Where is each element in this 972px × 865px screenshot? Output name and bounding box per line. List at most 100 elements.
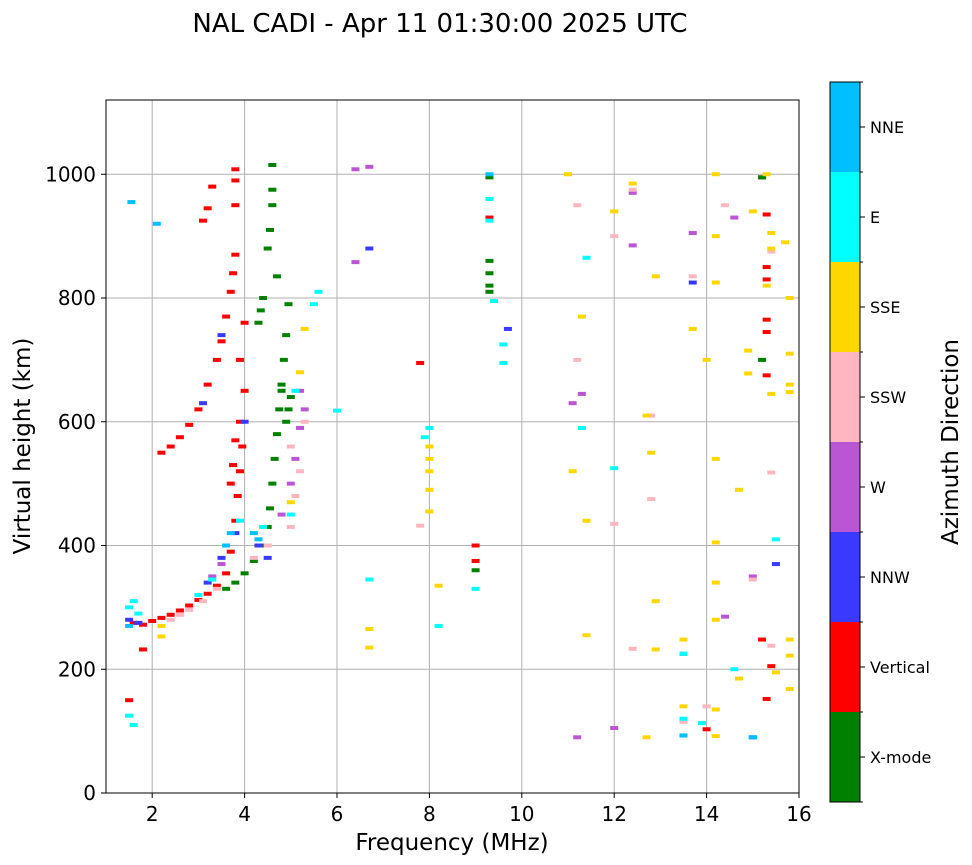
data-point-x-mode	[268, 162, 277, 167]
data-point-nne	[125, 623, 134, 628]
data-point-ssw	[166, 617, 175, 622]
data-point-nnw	[203, 580, 212, 585]
data-point-x-mode	[284, 407, 293, 412]
colorbar-tick-label: W	[870, 478, 886, 497]
data-point-vertical	[203, 206, 212, 211]
data-point-nnw	[688, 280, 697, 285]
data-point-sse	[647, 450, 656, 455]
data-point-sse	[300, 326, 309, 331]
data-point-ssw	[199, 599, 208, 604]
colorbar-frame	[829, 81, 861, 803]
data-point-ssw	[767, 470, 776, 475]
data-point-vertical	[233, 494, 242, 498]
data-point-vertical	[199, 218, 208, 223]
data-point-e	[471, 586, 480, 591]
data-point-x-mode	[222, 586, 231, 591]
colorbar-tick-label: E	[870, 208, 880, 227]
data-point-x-mode	[266, 506, 275, 511]
data-point-vertical	[758, 637, 767, 642]
data-point-e	[208, 577, 217, 582]
y-tick-label: 0	[83, 781, 96, 805]
data-point-vertical	[222, 571, 231, 576]
colorbar-swatch	[830, 442, 860, 532]
data-point-sse	[785, 653, 794, 658]
y-axis: 0 200 400 600 800 1000	[45, 162, 106, 805]
data-point-sse	[734, 487, 743, 492]
data-point-sse	[711, 172, 720, 177]
data-point-vertical	[240, 320, 249, 325]
data-point-e	[125, 605, 134, 610]
data-point-vertical	[226, 549, 235, 554]
data-point-x-mode	[758, 357, 767, 362]
data-point-sse	[157, 634, 166, 639]
data-point-ssw	[291, 494, 300, 498]
data-point-vertical	[240, 388, 249, 393]
data-point-sse	[568, 469, 577, 474]
data-point-e	[309, 302, 318, 307]
data-point-e	[129, 722, 138, 727]
data-point-e	[129, 599, 138, 604]
data-point-vertical	[238, 444, 247, 449]
data-point-ssw	[767, 249, 776, 254]
data-point-nnw	[365, 246, 374, 251]
data-point-e	[610, 466, 619, 471]
data-point-ssw	[628, 187, 637, 192]
data-point-w	[628, 190, 637, 195]
data-point-sse	[702, 357, 711, 362]
data-point-vertical	[229, 463, 238, 468]
data-point-e	[291, 388, 300, 393]
data-point-vertical	[702, 727, 711, 732]
data-point-vertical	[235, 419, 244, 424]
data-point-x-mode	[485, 289, 494, 294]
colorbar-swatch	[830, 712, 860, 802]
colorbar-tick-label: X-mode	[870, 748, 931, 767]
data-point-w	[277, 512, 286, 517]
x-tick-label: 12	[601, 802, 626, 826]
data-point-vertical	[416, 360, 425, 365]
data-point-vertical	[231, 438, 240, 443]
data-point-x-mode	[284, 302, 293, 307]
data-point-nnw	[217, 555, 226, 560]
data-point-x-mode	[282, 333, 291, 338]
data-point-sse	[296, 370, 305, 375]
data-point-sse	[564, 172, 572, 177]
data-point-sse	[771, 670, 780, 675]
x-tick-label: 6	[331, 802, 344, 826]
data-point-vertical	[194, 407, 203, 412]
data-point-sse	[628, 181, 637, 186]
data-point-sse	[577, 314, 586, 319]
data-point-nne	[127, 200, 136, 205]
data-point-e	[235, 518, 244, 523]
data-point-vertical	[212, 583, 221, 588]
x-tick-label: 16	[786, 802, 811, 826]
data-point-vertical	[185, 422, 194, 427]
data-point-vertical	[471, 558, 480, 563]
x-tick-label: 8	[423, 802, 436, 826]
data-point-x-mode	[249, 558, 258, 563]
data-point-nnw	[263, 555, 272, 560]
data-point-nnw	[254, 543, 263, 548]
data-point-x-mode	[259, 296, 268, 300]
data-point-vertical	[485, 215, 494, 220]
data-point-vertical	[212, 357, 221, 362]
data-point-vertical	[194, 597, 203, 602]
data-point-sse	[711, 707, 720, 712]
data-point-vertical	[235, 357, 244, 362]
data-point-sse	[651, 599, 660, 604]
data-point-vertical	[235, 469, 244, 474]
data-point-e	[365, 577, 374, 582]
data-point-nne	[748, 735, 757, 740]
data-point-vertical	[471, 543, 480, 548]
data-point-e	[314, 289, 323, 294]
data-point-sse	[365, 627, 374, 632]
data-point-e	[499, 342, 508, 347]
data-point-x-mode	[485, 258, 494, 263]
x-axis: 2 4 6 8 10 12 14 16	[146, 793, 812, 826]
data-point-x-mode	[485, 271, 494, 276]
data-point-vertical	[226, 481, 235, 486]
data-point-x-mode	[471, 568, 480, 573]
data-point-vertical	[231, 178, 240, 183]
data-point-vertical	[157, 450, 166, 455]
data-point-x-mode	[268, 203, 277, 208]
